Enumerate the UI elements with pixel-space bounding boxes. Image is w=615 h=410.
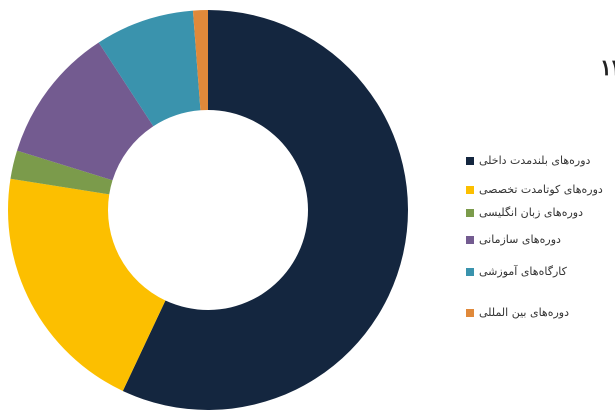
legend-label: دوره‌های سازمانی <box>479 233 561 246</box>
legend-swatch <box>466 186 474 194</box>
legend-swatch <box>466 157 474 165</box>
donut-slice <box>10 150 113 195</box>
legend-label: دوره‌های بین المللی <box>479 306 569 319</box>
legend-label: دوره‌های زبان انگلیسی <box>479 206 583 219</box>
donut-slice <box>122 10 408 410</box>
legend-label: دوره‌های کوتامدت تخصصی <box>479 183 603 196</box>
legend-swatch <box>466 236 474 244</box>
donut-slice <box>98 10 201 127</box>
donut-slice <box>17 42 154 181</box>
legend-swatch <box>466 209 474 217</box>
legend-label: کارگاه‌های آموزشی <box>479 264 568 278</box>
donut-slice <box>192 10 208 111</box>
donut-slice <box>7 178 166 391</box>
legend-label: دوره‌های بلندمدت داخلی <box>479 154 591 167</box>
legend-swatch <box>466 268 474 276</box>
chart-title: عملکرد سال ۱۳۹۶ <box>600 55 615 81</box>
legend-swatch <box>466 309 474 317</box>
